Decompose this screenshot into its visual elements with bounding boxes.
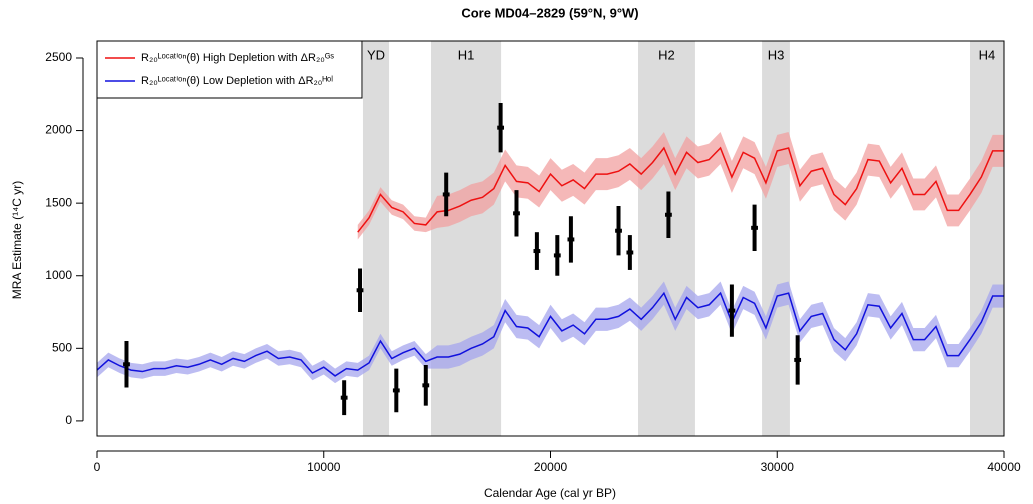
uncertainty-band xyxy=(97,281,1004,384)
shaded-region xyxy=(431,41,502,436)
x-tick-label: 30000 xyxy=(761,460,795,474)
y-tick-label: 1000 xyxy=(45,268,72,282)
x-tick-label: 20000 xyxy=(534,460,568,474)
legend-label: R₂₀ᴸᵒᶜᵃᵗⁱᵒⁿ(θ) Low Depletion with ΔR₂₀ᴴᵒ… xyxy=(141,75,333,87)
shaded-region xyxy=(362,41,390,436)
y-tick-label: 1500 xyxy=(45,195,72,209)
legend-box xyxy=(96,40,363,99)
uncertainty-band xyxy=(357,132,1004,240)
chart-title: Core MD04–2829 (59°N, 9°W) xyxy=(461,5,638,20)
shaded-region xyxy=(762,41,790,436)
legend-label: R₂₀ᴸᵒᶜᵃᵗⁱᵒⁿ(θ) High Depletion with ΔR₂₀ᴳ… xyxy=(141,52,334,64)
x-axis-label: Calendar Age (cal yr BP) xyxy=(484,486,616,500)
y-tick-label: 500 xyxy=(52,340,72,354)
region-label: H2 xyxy=(658,47,675,62)
y-axis-label: MRA Estimate (¹⁴C yr) xyxy=(10,181,24,300)
region-label: H1 xyxy=(458,47,475,62)
region-label: H4 xyxy=(979,47,996,62)
y-tick-label: 0 xyxy=(65,413,72,427)
region-label: YD xyxy=(367,47,385,62)
series-line xyxy=(96,291,1004,377)
plot-frame xyxy=(96,40,1005,437)
shaded-region xyxy=(969,41,1004,436)
x-tick-label: 0 xyxy=(94,460,101,474)
x-tick-label: 10000 xyxy=(307,460,341,474)
y-tick-label: 2500 xyxy=(45,50,72,64)
shaded-region xyxy=(638,41,695,436)
region-label: H3 xyxy=(768,47,785,62)
y-tick-label: 2000 xyxy=(45,123,72,137)
x-tick-label: 40000 xyxy=(987,460,1021,474)
series-line xyxy=(357,146,1004,233)
